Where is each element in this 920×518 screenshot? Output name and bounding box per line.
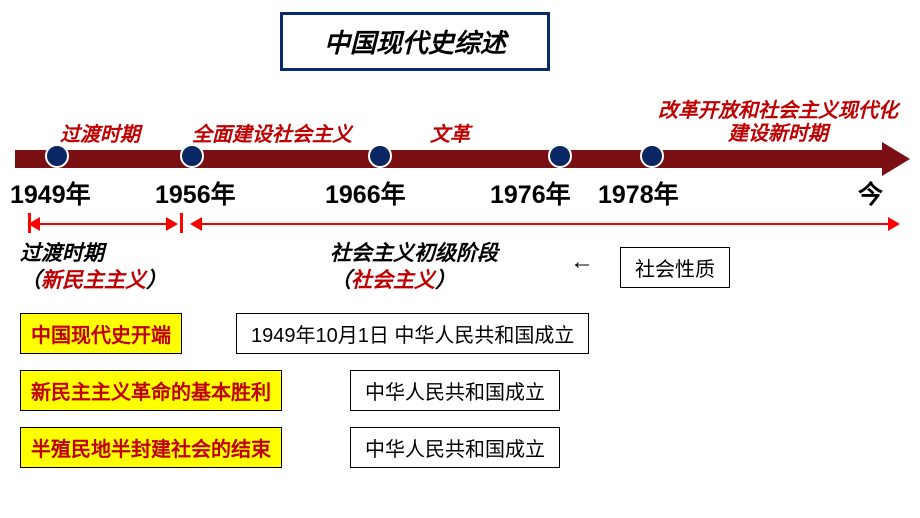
stage-line1: 社会主义初级阶段 (330, 242, 498, 265)
timeline-dot (640, 144, 664, 168)
arrow-left-icon: ← (570, 248, 594, 276)
info-box: 中华人民共和国成立 (350, 427, 560, 468)
period-label: 改革开放和社会主义现代化 建设新时期 (638, 100, 918, 146)
tick (180, 213, 183, 233)
yellow-box: 半殖民地半封建社会的结束 (20, 427, 282, 468)
stage-paren: （ (330, 269, 351, 292)
timeline-bar (15, 150, 885, 168)
timeline-arrowhead (882, 142, 910, 176)
year-label: 1956年 (155, 175, 236, 211)
range-segment (38, 223, 168, 225)
stage-label: 过渡时期 （新民主主义） (20, 240, 167, 295)
period-label: 过渡时期 (60, 118, 140, 147)
year-label: 1966年 (325, 175, 406, 211)
year-label: 1978年 (598, 175, 679, 211)
stage-red: 新民主主义 (41, 269, 146, 292)
year-label: 1949年 (10, 175, 91, 211)
timeline-dot (180, 144, 204, 168)
social-nature-box: 社会性质 (620, 247, 730, 288)
sub-timeline (20, 213, 890, 243)
stage-red: 社会主义 (351, 269, 435, 292)
period-label: 文革 (430, 118, 470, 147)
period-line1: 改革开放和社会主义现代化 (658, 100, 898, 122)
stage-paren: ） (146, 269, 167, 292)
stage-paren: ） (435, 269, 456, 292)
range-segment (200, 223, 890, 225)
stage-line1: 过渡时期 (20, 242, 104, 265)
stage-label: 社会主义初级阶段 （社会主义） (330, 240, 498, 295)
info-box: 1949年10月1日 中华人民共和国成立 (236, 313, 589, 354)
year-label: 1976年 (490, 175, 571, 211)
stage-paren: （ (20, 269, 41, 292)
yellow-box: 中国现代史开端 (20, 313, 182, 354)
main-title: 中国现代史综述 (280, 12, 550, 71)
timeline-dot (548, 144, 572, 168)
period-label: 全面建设社会主义 (192, 118, 352, 147)
timeline-dot (45, 144, 69, 168)
yellow-box: 新民主主义革命的基本胜利 (20, 370, 282, 411)
timeline (15, 150, 910, 170)
year-label: 今 (858, 175, 883, 211)
info-box: 中华人民共和国成立 (350, 370, 560, 411)
period-line2: 建设新时期 (728, 123, 828, 145)
timeline-dot (368, 144, 392, 168)
